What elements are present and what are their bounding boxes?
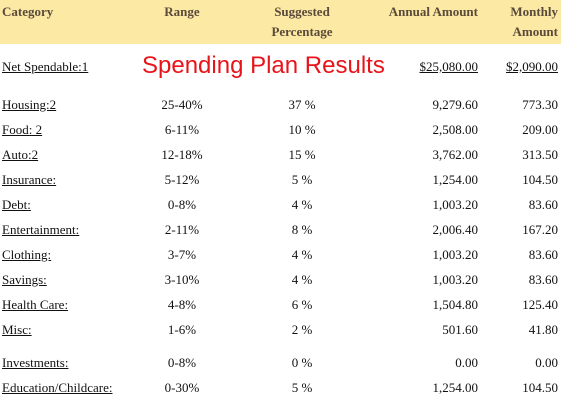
header-band xyxy=(0,0,561,44)
category: Auto:2 xyxy=(2,147,39,162)
monthly-amount: 83.60 xyxy=(528,247,558,262)
range: 3-10% xyxy=(164,272,200,287)
percentage: 6 % xyxy=(291,297,313,312)
percentage: 5 % xyxy=(291,380,313,395)
annual-amount: 1,003.20 xyxy=(432,247,479,262)
annual-amount: 501.60 xyxy=(442,322,478,337)
range: 0-30% xyxy=(164,380,200,395)
percentage: 15 % xyxy=(288,147,316,162)
percentage: 4 % xyxy=(291,247,313,262)
net-monthly: $2,090.00 xyxy=(506,59,558,74)
range: 5-12% xyxy=(164,172,200,187)
annual-amount: 1,254.00 xyxy=(432,380,479,395)
net-annual: $25,080.00 xyxy=(419,59,479,74)
monthly-amount: 104.50 xyxy=(522,380,558,395)
range: 4-8% xyxy=(167,297,197,312)
annual-amount: 1,003.20 xyxy=(432,272,479,287)
column-header: Monthly xyxy=(510,4,558,19)
category: Debt: xyxy=(2,197,31,212)
category: Insurance: xyxy=(2,172,57,187)
annual-amount: 2,508.00 xyxy=(432,122,479,137)
category: Housing:2 xyxy=(2,97,57,112)
range: 3-7% xyxy=(167,247,197,262)
monthly-amount: 0.00 xyxy=(535,355,558,370)
monthly-amount: 313.50 xyxy=(522,147,558,162)
annual-amount: 1,504.80 xyxy=(432,297,479,312)
category: Investments: xyxy=(2,355,69,370)
percentage: 2 % xyxy=(291,322,313,337)
monthly-amount: 209.00 xyxy=(522,122,558,137)
annual-amount: 1,003.20 xyxy=(432,197,479,212)
category: Food: 2 xyxy=(2,122,43,137)
percentage: 37 % xyxy=(288,97,316,112)
column-header: Range xyxy=(164,4,200,19)
range: 0-8% xyxy=(167,355,197,370)
category: Health Care: xyxy=(2,297,69,312)
percentage: 8 % xyxy=(291,222,313,237)
monthly-amount: 83.60 xyxy=(528,272,558,287)
range: 6-11% xyxy=(164,122,200,137)
monthly-amount: 83.60 xyxy=(528,197,558,212)
annual-amount: 9,279.60 xyxy=(432,97,479,112)
title: Spending Plan Results xyxy=(142,52,385,79)
range: 2-11% xyxy=(164,222,200,237)
column-header: Suggested xyxy=(274,4,330,19)
monthly-amount: 167.20 xyxy=(522,222,558,237)
percentage: 4 % xyxy=(291,272,313,287)
range: 25-40% xyxy=(161,97,203,112)
annual-amount: 3,762.00 xyxy=(432,147,479,162)
column-header: Annual Amount xyxy=(388,4,478,19)
monthly-amount: 104.50 xyxy=(522,172,558,187)
column-header: Amount xyxy=(512,24,558,39)
monthly-amount: 773.30 xyxy=(522,97,558,112)
category: Education/Childcare: xyxy=(2,380,113,395)
range: 1-6% xyxy=(167,322,197,337)
range: 0-8% xyxy=(167,197,197,212)
category: Clothing: xyxy=(2,247,52,262)
monthly-amount: 41.80 xyxy=(528,322,558,337)
percentage: 0 % xyxy=(291,355,313,370)
percentage: 5 % xyxy=(291,172,313,187)
category: Savings: xyxy=(2,272,47,287)
category: Misc: xyxy=(2,322,32,337)
category: Entertainment: xyxy=(2,222,80,237)
percentage: 4 % xyxy=(291,197,313,212)
annual-amount: 1,254.00 xyxy=(432,172,479,187)
monthly-amount: 125.40 xyxy=(522,297,558,312)
annual-amount: 2,006.40 xyxy=(432,222,479,237)
annual-amount: 0.00 xyxy=(455,355,478,370)
column-header: Category xyxy=(2,4,54,19)
column-header: Percentage xyxy=(271,24,333,39)
range: 12-18% xyxy=(161,147,203,162)
percentage: 10 % xyxy=(288,122,316,137)
net-spendable-label: Net Spendable:1 xyxy=(2,59,89,74)
